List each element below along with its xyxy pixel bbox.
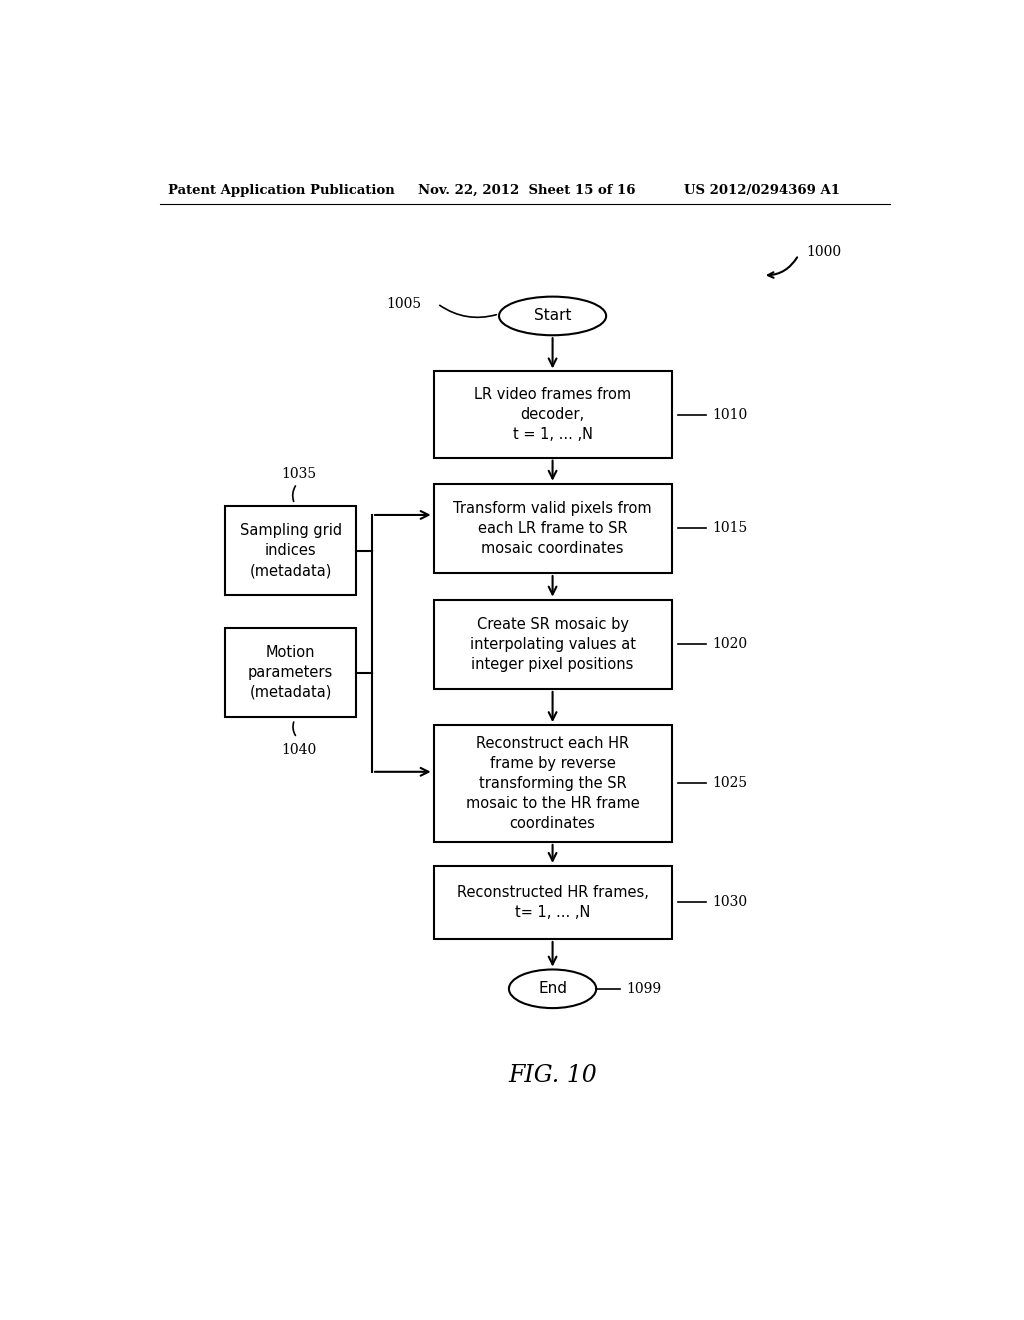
Text: 1099: 1099 (627, 982, 662, 995)
Text: 1020: 1020 (712, 638, 748, 651)
FancyBboxPatch shape (433, 725, 672, 842)
Text: End: End (538, 981, 567, 997)
Text: Reconstructed HR frames,
t= 1, ... ,N: Reconstructed HR frames, t= 1, ... ,N (457, 884, 648, 920)
FancyBboxPatch shape (225, 628, 356, 718)
Text: Reconstruct each HR
frame by reverse
transforming the SR
mosaic to the HR frame
: Reconstruct each HR frame by reverse tra… (466, 737, 639, 830)
Text: Transform valid pixels from
each LR frame to SR
mosaic coordinates: Transform valid pixels from each LR fram… (454, 502, 652, 556)
Text: 1025: 1025 (712, 776, 748, 791)
Text: Motion
parameters
(metadata): Motion parameters (metadata) (248, 645, 334, 700)
Text: 1010: 1010 (712, 408, 748, 421)
Text: 1030: 1030 (712, 895, 748, 909)
Text: Patent Application Publication: Patent Application Publication (168, 183, 394, 197)
Text: Start: Start (534, 309, 571, 323)
Ellipse shape (499, 297, 606, 335)
FancyBboxPatch shape (433, 483, 672, 573)
Ellipse shape (509, 969, 596, 1008)
Text: US 2012/0294369 A1: US 2012/0294369 A1 (684, 183, 840, 197)
FancyBboxPatch shape (225, 506, 356, 595)
FancyBboxPatch shape (433, 371, 672, 458)
FancyBboxPatch shape (433, 866, 672, 939)
FancyBboxPatch shape (433, 599, 672, 689)
Text: Sampling grid
indices
(metadata): Sampling grid indices (metadata) (240, 524, 342, 578)
Text: Nov. 22, 2012  Sheet 15 of 16: Nov. 22, 2012 Sheet 15 of 16 (418, 183, 635, 197)
Text: LR video frames from
decoder,
t = 1, ... ,N: LR video frames from decoder, t = 1, ...… (474, 387, 631, 442)
Text: 1040: 1040 (281, 743, 316, 756)
Text: FIG. 10: FIG. 10 (508, 1064, 597, 1086)
Text: Create SR mosaic by
interpolating values at
integer pixel positions: Create SR mosaic by interpolating values… (470, 616, 636, 672)
Text: 1005: 1005 (386, 297, 422, 310)
Text: 1000: 1000 (807, 246, 842, 259)
Text: 1035: 1035 (281, 466, 316, 480)
Text: 1015: 1015 (712, 521, 748, 536)
